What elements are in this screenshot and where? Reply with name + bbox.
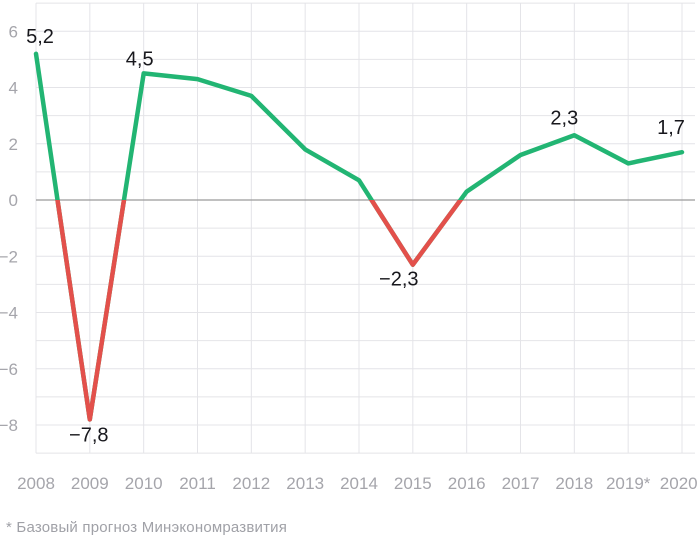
- data-label: 2,3: [550, 107, 578, 129]
- x-tick-label: 2019*: [606, 474, 651, 493]
- data-label: 4,5: [126, 48, 154, 70]
- data-label: 5,2: [26, 26, 54, 48]
- x-tick-label: 2015: [394, 474, 432, 493]
- x-tick-label: 2020*: [660, 474, 697, 493]
- x-tick-label: 2016: [448, 474, 486, 493]
- x-tick-label: 2009: [71, 474, 109, 493]
- y-tick-label: −4: [0, 304, 18, 323]
- y-tick-label: 4: [9, 79, 18, 98]
- x-tick-label: 2010: [125, 474, 163, 493]
- data-label: −7,8: [69, 424, 108, 446]
- x-tick-label: 2008: [17, 474, 55, 493]
- y-tick-label: 0: [9, 191, 18, 210]
- y-tick-label: 6: [9, 22, 18, 41]
- y-tick-label: −6: [0, 360, 18, 379]
- chart-footnote: * Базовый прогноз Минэкономразвития: [6, 519, 288, 536]
- data-label: 1,7: [657, 117, 685, 139]
- x-tick-label: 2018: [555, 474, 593, 493]
- data-label: −2,3: [379, 269, 418, 291]
- x-tick-label: 2012: [232, 474, 270, 493]
- gdp-line-positive: [33, 51, 685, 422]
- horizontal-gridlines: [36, 2, 695, 454]
- x-tick-label: 2013: [286, 474, 324, 493]
- x-axis-labels: 2008 2009 2010 2011 2012 2013 2014 2015 2016 2017…: [17, 474, 697, 493]
- data-labels: 5,2 −7,8 4,5 −2,3 2,3 1,7: [26, 26, 685, 447]
- y-axis-labels: 6 4 2 0 −2 −4 −6 −8: [0, 22, 18, 435]
- x-tick-label: 2014: [340, 474, 378, 493]
- x-tick-label: 2017: [502, 474, 540, 493]
- y-tick-label: −8: [0, 416, 18, 435]
- x-tick-label: 2011: [179, 474, 216, 493]
- line-chart: 5,2 −7,8 4,5 −2,3 2,3 1,7 2008 2009 2010 2011 2012…: [0, 2, 697, 493]
- y-tick-label: −2: [0, 247, 18, 266]
- y-tick-label: 2: [9, 135, 18, 154]
